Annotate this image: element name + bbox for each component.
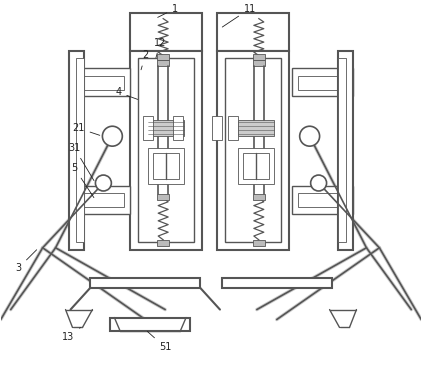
Circle shape: [103, 126, 122, 146]
Text: 21: 21: [72, 123, 100, 135]
Bar: [130, 13, 202, 51]
Bar: [75, 76, 124, 90]
Text: 2: 2: [141, 51, 149, 70]
Bar: [157, 240, 169, 246]
Bar: [228, 51, 284, 59]
Bar: [148, 120, 184, 136]
Bar: [338, 51, 354, 250]
Bar: [292, 68, 354, 97]
Bar: [90, 278, 200, 288]
Bar: [222, 278, 332, 288]
Bar: [238, 148, 274, 184]
Bar: [212, 116, 222, 140]
Bar: [130, 51, 202, 250]
Text: 3: 3: [16, 250, 37, 273]
Bar: [253, 240, 265, 246]
Text: 12: 12: [154, 38, 166, 58]
Bar: [157, 194, 169, 200]
Bar: [75, 193, 124, 207]
Text: 51: 51: [147, 331, 171, 352]
Bar: [225, 59, 281, 242]
Bar: [68, 186, 130, 214]
Bar: [157, 60, 169, 66]
Bar: [253, 194, 265, 200]
Text: 4: 4: [115, 87, 138, 100]
Text: 1: 1: [158, 4, 178, 17]
Circle shape: [95, 175, 111, 191]
Bar: [298, 76, 347, 90]
Text: 5: 5: [71, 163, 94, 198]
Bar: [76, 59, 84, 242]
Bar: [173, 116, 183, 140]
Bar: [298, 193, 347, 207]
Bar: [217, 51, 289, 250]
Circle shape: [311, 175, 327, 191]
Bar: [253, 54, 265, 60]
Bar: [238, 120, 274, 136]
Text: 13: 13: [62, 328, 81, 342]
Bar: [338, 59, 346, 242]
Bar: [153, 153, 179, 179]
Bar: [228, 116, 238, 140]
Text: 31: 31: [68, 143, 94, 180]
Bar: [68, 51, 84, 250]
Bar: [217, 13, 289, 51]
Circle shape: [300, 126, 319, 146]
Bar: [253, 60, 265, 66]
Bar: [243, 153, 269, 179]
Bar: [148, 148, 184, 184]
Bar: [292, 186, 354, 214]
Bar: [138, 51, 194, 59]
Text: 11: 11: [222, 4, 256, 27]
Bar: [143, 116, 153, 140]
Bar: [157, 54, 169, 60]
Bar: [111, 318, 190, 331]
Bar: [68, 68, 130, 97]
Bar: [138, 59, 194, 242]
